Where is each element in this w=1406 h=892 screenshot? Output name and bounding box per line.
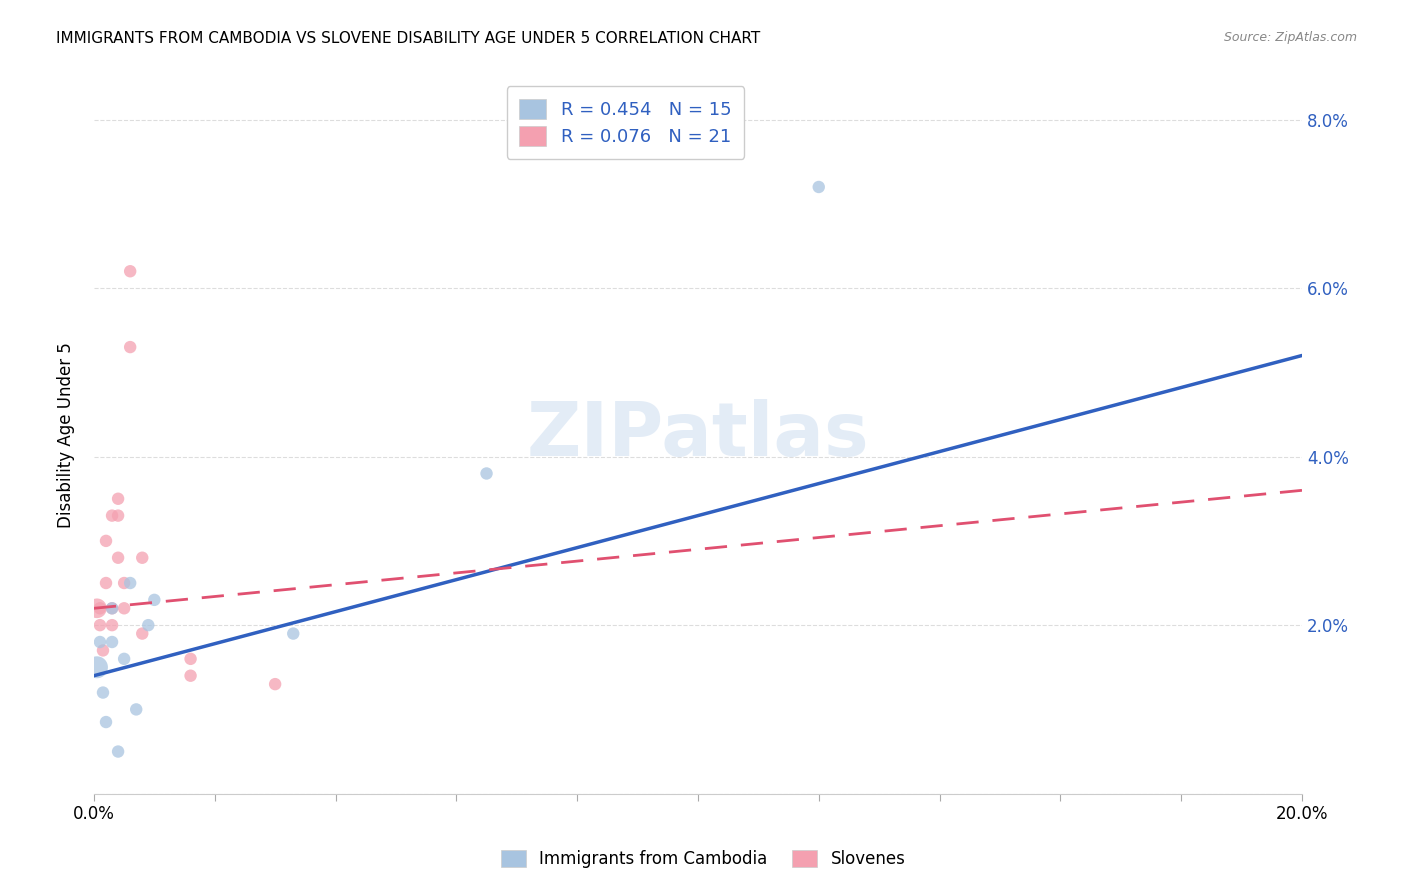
Point bbox=[107, 491, 129, 506]
Point bbox=[86, 601, 108, 615]
Point bbox=[107, 550, 129, 565]
Point bbox=[107, 508, 129, 523]
Point bbox=[136, 618, 159, 632]
Point bbox=[112, 576, 135, 591]
Point bbox=[101, 508, 124, 523]
Point bbox=[101, 601, 124, 615]
Point bbox=[91, 643, 114, 657]
Y-axis label: Disability Age Under 5: Disability Age Under 5 bbox=[58, 343, 75, 528]
Point bbox=[86, 660, 108, 674]
Point bbox=[180, 652, 202, 666]
Legend: R = 0.454   N = 15, R = 0.076   N = 21: R = 0.454 N = 15, R = 0.076 N = 21 bbox=[506, 87, 744, 159]
Point bbox=[94, 576, 117, 591]
Point bbox=[89, 635, 111, 649]
Point bbox=[120, 264, 142, 278]
Point bbox=[101, 618, 124, 632]
Point bbox=[89, 601, 111, 615]
Legend: Immigrants from Cambodia, Slovenes: Immigrants from Cambodia, Slovenes bbox=[494, 843, 912, 875]
Point bbox=[120, 340, 142, 354]
Text: Source: ZipAtlas.com: Source: ZipAtlas.com bbox=[1223, 31, 1357, 45]
Point bbox=[807, 180, 830, 194]
Point bbox=[131, 626, 153, 640]
Point bbox=[101, 635, 124, 649]
Point bbox=[143, 592, 166, 607]
Point bbox=[475, 467, 498, 481]
Text: ZIPatlas: ZIPatlas bbox=[527, 399, 869, 472]
Point bbox=[131, 550, 153, 565]
Point bbox=[112, 601, 135, 615]
Point bbox=[283, 626, 305, 640]
Point bbox=[180, 669, 202, 683]
Point bbox=[107, 745, 129, 759]
Point bbox=[264, 677, 287, 691]
Point bbox=[120, 576, 142, 591]
Point bbox=[91, 685, 114, 699]
Point bbox=[94, 533, 117, 548]
Text: IMMIGRANTS FROM CAMBODIA VS SLOVENE DISABILITY AGE UNDER 5 CORRELATION CHART: IMMIGRANTS FROM CAMBODIA VS SLOVENE DISA… bbox=[56, 31, 761, 46]
Point bbox=[94, 714, 117, 729]
Point bbox=[101, 601, 124, 615]
Point bbox=[112, 652, 135, 666]
Point bbox=[125, 702, 148, 716]
Point bbox=[89, 618, 111, 632]
